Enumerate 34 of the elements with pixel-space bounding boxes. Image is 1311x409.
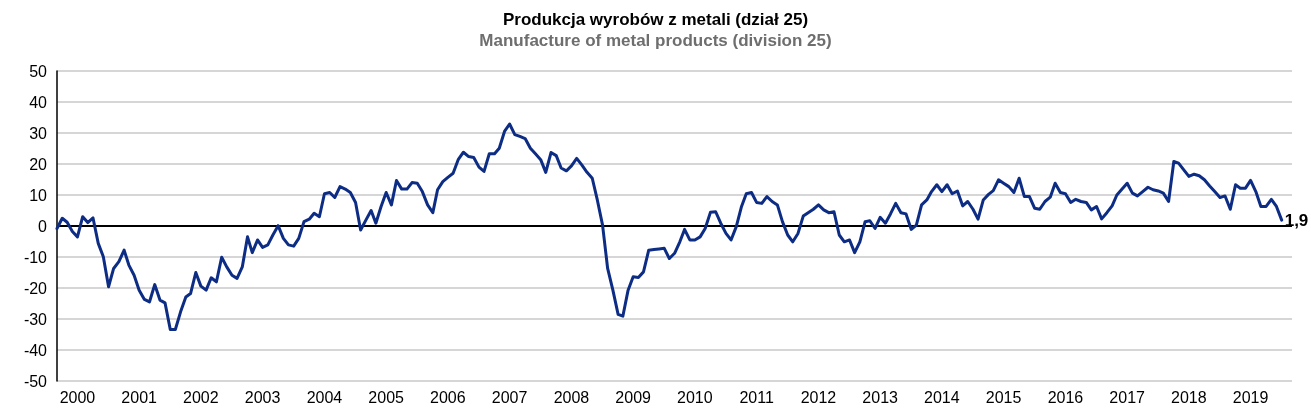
y-tick-label: 30 [29, 124, 48, 142]
y-tick-label: 40 [29, 93, 48, 111]
y-tick-label: -10 [23, 248, 48, 266]
x-tick-label: 2015 [985, 388, 1022, 406]
x-tick-label: 2018 [1171, 388, 1207, 406]
y-tick-label: 10 [29, 186, 48, 204]
x-tick-label: 2013 [862, 388, 899, 406]
x-tick-label: 2012 [800, 388, 837, 406]
x-tick-label: 2000 [59, 388, 96, 406]
y-tick-label: 20 [29, 155, 48, 173]
chart-title: Produkcja wyrobów z metali (dział 25) [502, 10, 809, 29]
x-tick-label: 2017 [1109, 388, 1146, 406]
x-tick-label: 2008 [553, 388, 590, 406]
x-tick-label: 2001 [121, 388, 158, 406]
x-tick-label: 2007 [491, 388, 528, 406]
line-series [55, 122, 1284, 332]
y-tick-label: -40 [23, 341, 48, 359]
x-tick-label: 2019 [1232, 388, 1269, 406]
y-tick-label: 50 [29, 62, 48, 80]
chart-subtitle: Manufacture of metal products (division 25) [479, 31, 832, 50]
y-tick-label: -20 [23, 279, 48, 297]
x-tick-label: 2003 [244, 388, 281, 406]
y-tick-label: 0 [38, 217, 48, 235]
y-tick-label: -30 [23, 310, 48, 328]
x-tick-label: 2006 [430, 388, 466, 406]
x-tick-label: 2002 [183, 388, 219, 406]
x-tick-label: 2004 [306, 388, 343, 406]
x-tick-label: 2009 [615, 388, 652, 406]
x-tick-label: 2005 [368, 388, 405, 406]
x-tick-label: 2011 [739, 388, 774, 406]
y-tick-label: -50 [23, 372, 48, 390]
x-tick-label: 2016 [1047, 388, 1084, 406]
x-tick-label: 2014 [924, 388, 960, 406]
x-tick-label: 2010 [677, 388, 713, 406]
